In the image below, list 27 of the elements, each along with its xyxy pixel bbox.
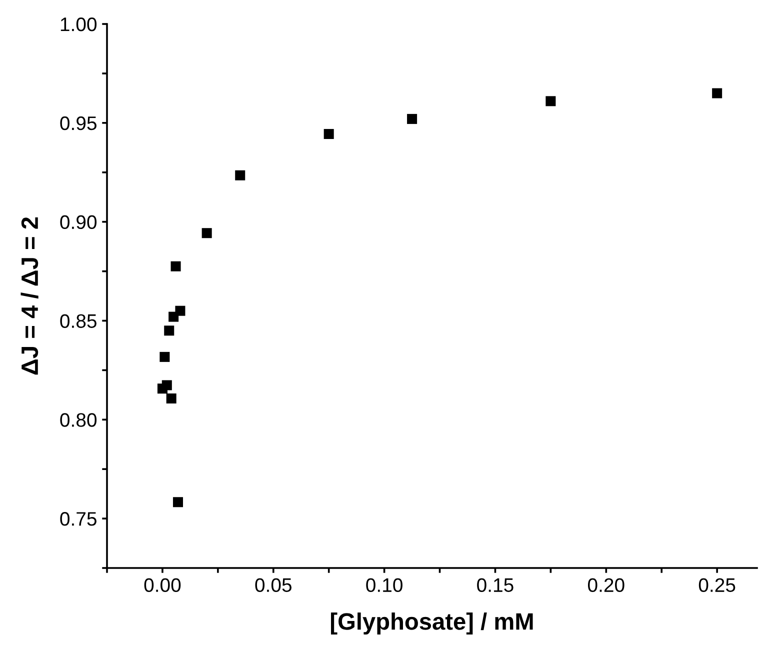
point: [162, 380, 172, 390]
point: [324, 128, 334, 139]
point: [546, 96, 556, 106]
point: [160, 352, 170, 362]
y-tick-label: 0.90: [60, 215, 97, 230]
point: [712, 88, 722, 98]
x-tick-label: 0.05: [255, 578, 292, 592]
y-tick-label: 0.85: [60, 314, 96, 328]
x-tick-label: 0.00: [144, 578, 181, 592]
point: [166, 393, 176, 404]
x-tick-label: 0.10: [366, 578, 402, 592]
point: [407, 114, 418, 124]
point: [164, 326, 174, 336]
y-tick-label: 1.00: [60, 17, 97, 32]
point: [175, 306, 186, 316]
y-tick-label: 0.95: [60, 116, 96, 130]
point: [170, 261, 181, 272]
y-tick-label: 0.80: [60, 413, 97, 427]
y-axis-title: ΔJ = 4 / ΔJ = 2: [20, 217, 38, 375]
point: [202, 228, 212, 238]
x-tick-label: 0.20: [588, 578, 624, 592]
x-tick-label: 0.15: [477, 578, 514, 592]
x-axis-title: [Glyphosate] / mM: [331, 612, 533, 635]
point: [172, 497, 183, 508]
x-tick-label: 0.25: [698, 578, 736, 592]
y-tick-label: 0.75: [60, 512, 96, 526]
point: [235, 170, 246, 180]
